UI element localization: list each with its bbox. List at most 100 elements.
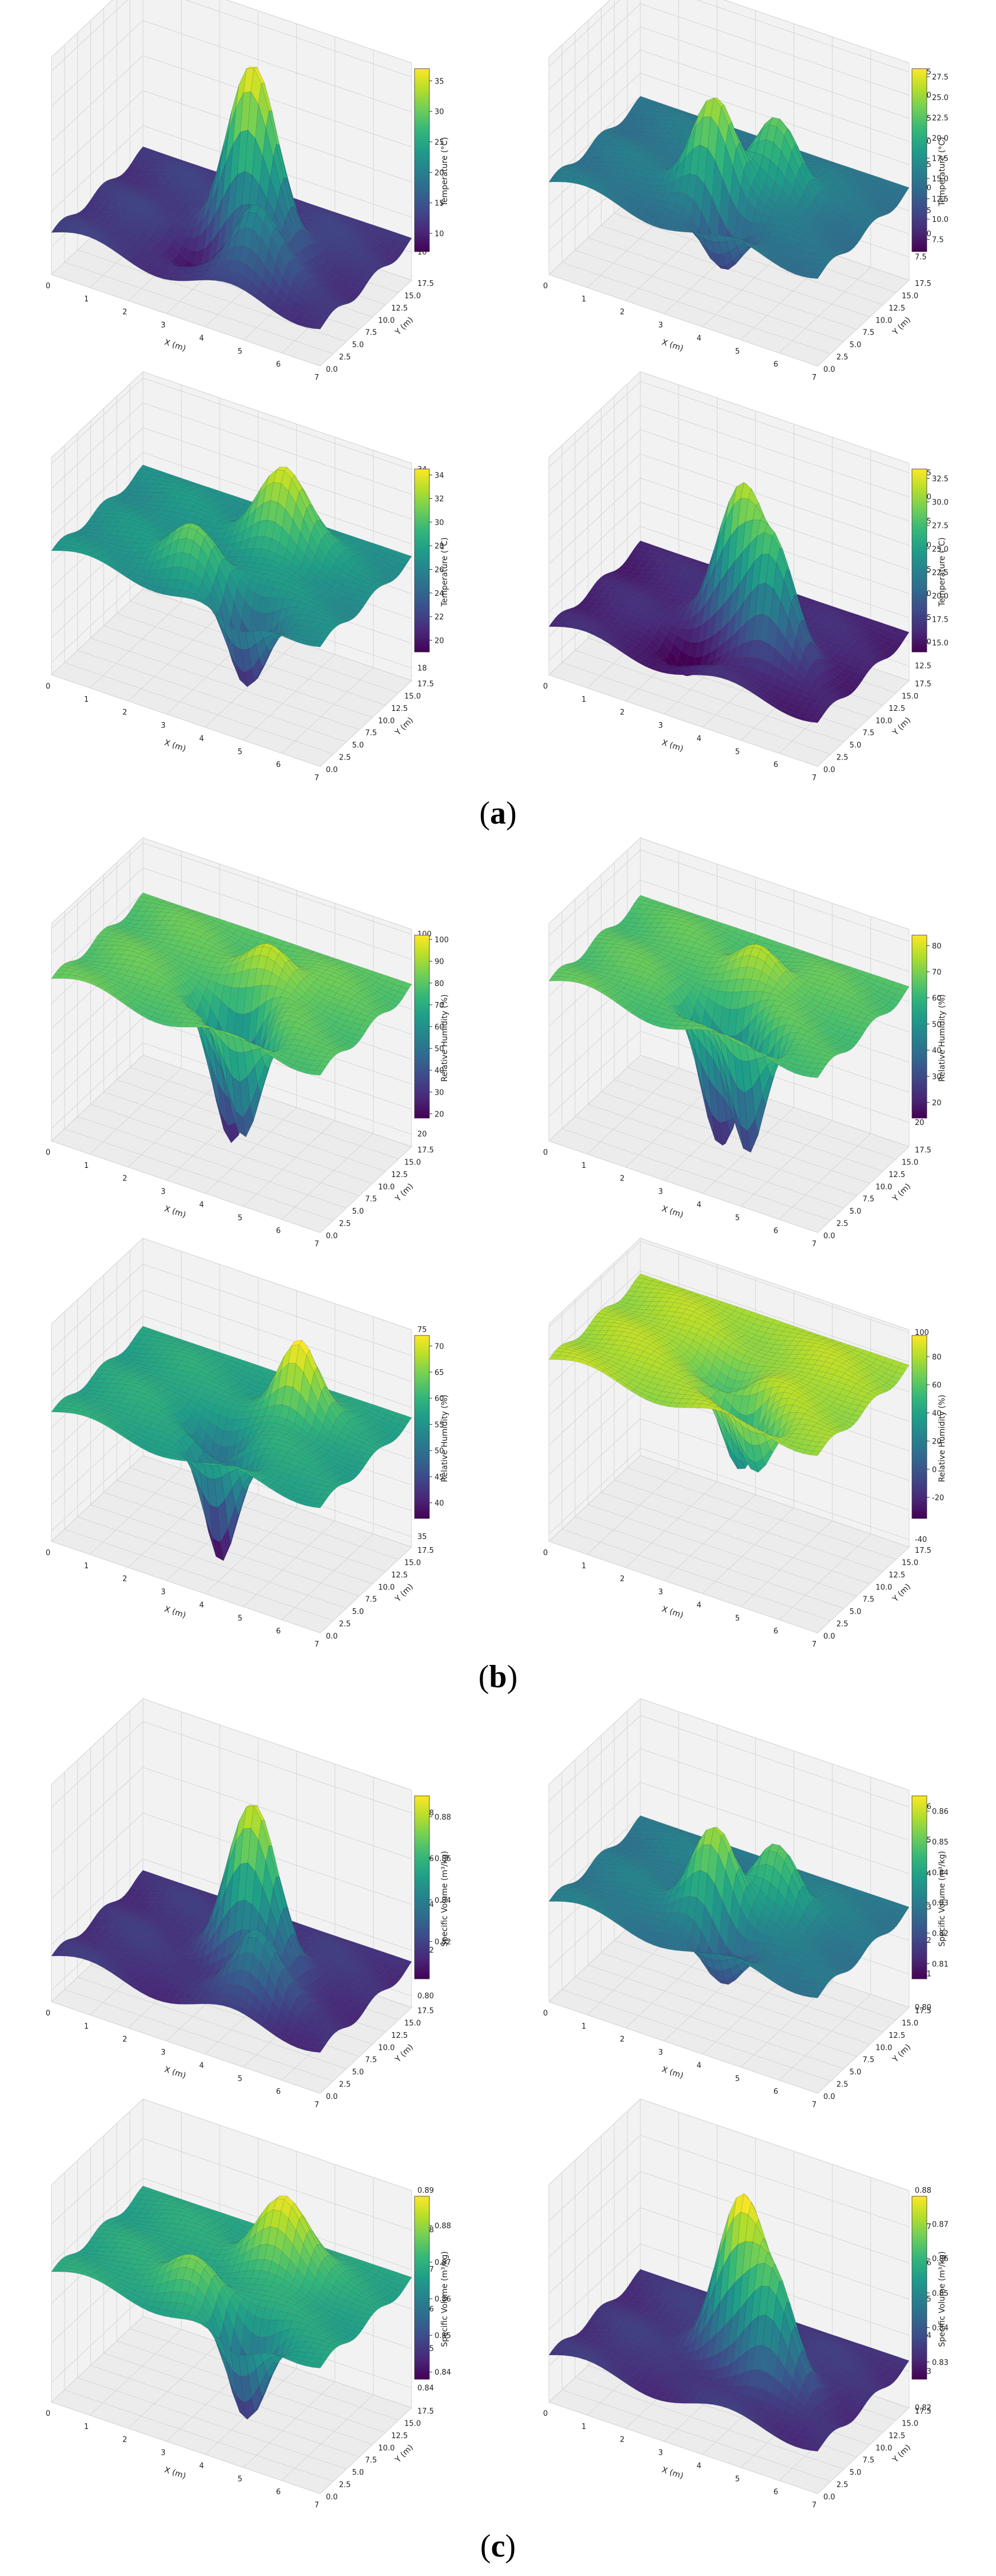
x-axis-label: X (m) [660,338,684,353]
colorbar [911,68,927,252]
y-tick-label: 2.5 [836,353,848,362]
x-tick-label: 7 [812,774,816,782]
gridline-y [77,33,346,342]
x-tick-label: 5 [238,748,242,756]
x-tick-label: 0 [543,682,548,691]
x-tick-label: 1 [581,695,586,704]
colorbar-tick-label: 30 [435,108,444,117]
x-tick-label: 1 [84,295,89,304]
x-axis-label: X (m) [660,738,684,754]
x-tick-label: 6 [774,360,778,369]
x-tick-label: 3 [658,722,663,730]
colorbar [911,468,927,653]
x-tick-label: 3 [658,321,663,330]
colorbar-tick-label: 15.0 [932,175,949,184]
y-tick-label: 12.5 [391,705,408,713]
y-tick-label: 2.5 [836,754,848,762]
colorbar-tick-label: 17.5 [932,154,949,163]
surface [51,66,412,329]
y-tick-label: 5.0 [352,741,364,750]
colorbar-tick-label: 25 [435,138,444,147]
surface-cell [397,240,409,248]
x-tick-label: 3 [161,722,165,730]
x-axis-label: X (m) [163,738,187,754]
x-tick-label: 2 [620,709,624,717]
y-tick-label: 0.0 [326,766,338,774]
colorbar-tick-label: 15.0 [932,639,949,648]
y-tick-label: 0.0 [326,365,338,374]
colorbar-tick-label: 34 [435,471,444,480]
y-tick-label: 10.0 [875,316,892,325]
y-axis-label: Y (m) [891,315,913,337]
y-tick-label: 12.5 [889,705,905,713]
y-tick-label: 10.0 [378,717,395,725]
colorbar-tick-label: 24 [435,590,444,598]
y-tick-label: 0.0 [823,766,835,774]
z-tick-label: 12.5 [915,662,931,671]
x-tick-label: 0 [46,282,50,291]
y-tick-label: 5.0 [850,341,862,349]
y-tick-label: 17.5 [417,680,434,689]
y-tick-label: 0.0 [823,365,835,374]
colorbar-tick-label: 26 [435,566,444,574]
x-tick-label: 2 [122,709,127,717]
x-tick-label: 4 [199,734,204,743]
colorbar-tick-label: 30 [435,519,444,527]
colorbar-tick-label: 28 [435,542,444,551]
x-tick-label: 0 [46,682,50,691]
x-tick-label: 5 [735,347,740,356]
y-tick-label: 2.5 [339,754,351,762]
y-axis-label: Y (m) [891,715,913,738]
colorbar-tick-label: 25.0 [932,94,949,102]
colorbar-tick-label: 7.5 [932,236,944,245]
x-tick-label: 1 [581,295,586,304]
colorbar-tick-label: 27.5 [932,522,949,530]
y-tick-label: 7.5 [863,729,875,738]
z-tick-label: 7.5 [915,253,927,262]
colorbar [414,468,430,653]
x-axis-label: X (m) [163,338,187,353]
x-tick-label: 4 [199,334,204,343]
x-tick-label: 7 [812,373,816,382]
colorbar-tick-label: 32.5 [932,475,949,483]
surface-cell [376,261,388,267]
x-tick-label: 7 [314,373,319,382]
gridline-z [51,125,412,218]
x-tick-label: 6 [276,761,281,769]
x-tick-label: 2 [620,308,624,317]
x-tick-label: 1 [84,695,89,704]
y-tick-label: 10.0 [378,316,395,325]
x-tick-label: 5 [735,748,740,756]
gridline-z [51,55,412,148]
colorbar-tick-label: 10.0 [932,216,949,224]
y-tick-label: 17.5 [417,280,434,288]
surface-cell [385,256,397,263]
x-tick-label: 4 [696,734,701,743]
colorbar-tick-label: 22.5 [932,569,949,578]
x-tick-label: 4 [696,334,701,343]
y-tick-label: 15.0 [404,292,421,300]
colorbar-tick-label: 15 [435,200,444,208]
y-tick-label: 7.5 [365,329,377,337]
colorbar-tick-label: 20.0 [932,593,949,601]
y-tick-label: 7.5 [863,329,875,337]
colorbar-tick-label: 35 [435,77,444,86]
x-tick-label: 6 [276,360,281,369]
y-tick-label: 17.5 [915,280,931,288]
x-tick-label: 7 [314,774,319,782]
x-tick-label: 3 [161,321,165,330]
x-tick-label: 0 [543,282,548,291]
y-tick-label: 12.5 [391,304,408,313]
y-tick-label: 5.0 [352,341,364,349]
colorbar-tick-label: 20 [435,637,444,645]
colorbar-tick-label: 10 [435,230,444,238]
gridline-z [51,90,412,182]
y-tick-label: 15.0 [404,692,421,701]
colorbar-tick-label: 22.5 [932,114,949,122]
colorbar-tick-label: 20 [435,169,444,177]
